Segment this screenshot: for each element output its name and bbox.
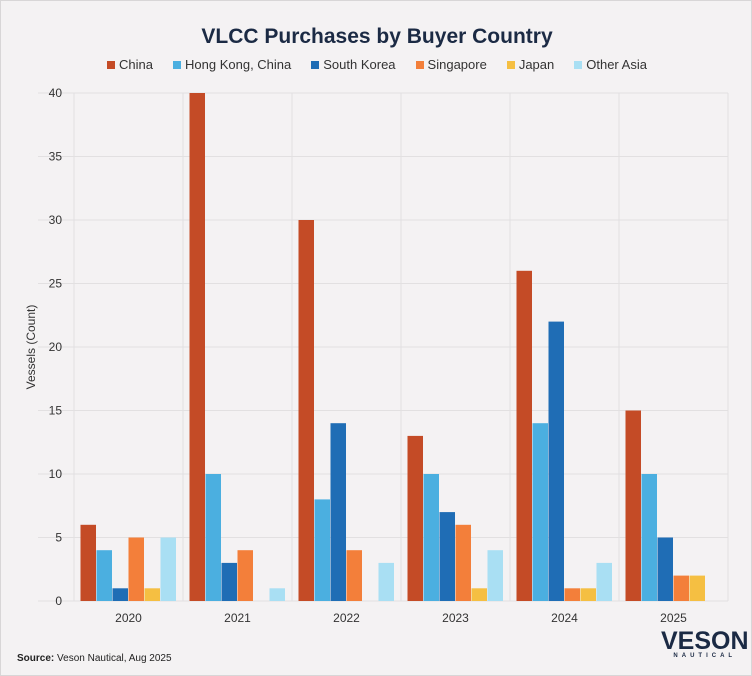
bar-singapore-2023 (455, 524, 471, 601)
y-tick-label: 30 (49, 213, 63, 227)
bar-hong-kong-china-2020 (96, 550, 112, 601)
veson-logo: VESON NAUTICAL (661, 627, 749, 660)
logo-main: VESON (661, 627, 749, 655)
legend-item: Other Asia (574, 57, 647, 72)
bar-japan-2020 (144, 588, 160, 601)
legend-swatch (415, 60, 424, 69)
bar-china-2025 (625, 410, 641, 601)
y-tick-label: 5 (55, 531, 62, 545)
bar-south-korea-2024 (548, 321, 564, 601)
bar-china-2020 (80, 524, 96, 601)
legend-item: Hong Kong, China (173, 57, 291, 72)
y-tick-label: 20 (49, 340, 63, 354)
bar-japan-2023 (471, 588, 487, 601)
bar-other-asia-2022 (378, 562, 394, 601)
source-text: Veson Nautical, Aug 2025 (57, 653, 172, 664)
legend-swatch (173, 60, 182, 69)
x-tick-label: 2024 (551, 611, 578, 625)
legend-swatch (574, 60, 583, 69)
bar-south-korea-2020 (112, 588, 128, 601)
y-tick-label: 0 (55, 594, 62, 608)
legend-label: Hong Kong, China (185, 57, 292, 72)
logo-sub: NAUTICAL (673, 653, 737, 659)
legend-label: Japan (518, 57, 555, 72)
legend-swatch (107, 60, 116, 69)
legend-item: Japan (506, 57, 555, 72)
legend-label: South Korea (323, 57, 396, 72)
legend-swatch (506, 60, 515, 69)
bar-singapore-2024 (564, 588, 580, 601)
bar-other-asia-2020 (160, 537, 176, 601)
bar-other-asia-2021 (269, 588, 285, 601)
y-tick-label: 25 (49, 277, 63, 291)
bar-japan-2025 (689, 575, 705, 601)
bar-south-korea-2021 (221, 562, 237, 601)
legend-item: Singapore (415, 57, 487, 72)
bar-china-2021 (189, 93, 205, 601)
y-tick-label: 35 (49, 150, 63, 164)
legend-item: South Korea (311, 57, 396, 72)
x-tick-label: 2021 (224, 611, 251, 625)
y-tick-label: 10 (49, 467, 63, 481)
x-tick-label: 2022 (333, 611, 360, 625)
y-axis-label: Vessels (Count) (24, 305, 38, 390)
bar-other-asia-2024 (596, 562, 612, 601)
bar-china-2024 (516, 270, 532, 601)
bar-singapore-2022 (346, 550, 362, 601)
chart-title: VLCC Purchases by Buyer Country (201, 25, 553, 48)
legend: China Hong Kong, China South Korea Singapor… (1, 57, 751, 72)
legend-swatch (311, 60, 320, 69)
bar-hong-kong-china-2021 (205, 474, 221, 601)
x-tick-label: 2025 (660, 611, 687, 625)
bar-china-2022 (298, 220, 314, 601)
bar-hong-kong-china-2025 (641, 474, 657, 601)
bar-south-korea-2022 (330, 423, 346, 601)
bar-china-2023 (407, 435, 423, 601)
legend-label: Other Asia (586, 57, 647, 72)
source-label: Source: (17, 653, 55, 664)
bar-hong-kong-china-2023 (423, 474, 439, 601)
x-tick-label: 2020 (115, 611, 142, 625)
y-tick-label: 15 (49, 404, 63, 418)
legend-label: China (119, 57, 154, 72)
legend-label: Singapore (427, 57, 487, 72)
bar-singapore-2021 (237, 550, 253, 601)
bar-hong-kong-china-2022 (314, 499, 330, 601)
legend-item: China (107, 57, 153, 72)
y-tick-label: 40 (49, 86, 63, 100)
bar-singapore-2025 (673, 575, 689, 601)
bar-singapore-2020 (128, 537, 144, 601)
bar-hong-kong-china-2024 (532, 423, 548, 601)
bar-other-asia-2023 (487, 550, 503, 601)
source-note: Source: Veson Nautical, Aug 2025 (17, 653, 172, 664)
bar-south-korea-2025 (657, 537, 673, 601)
bar-japan-2024 (580, 588, 596, 601)
bar-south-korea-2023 (439, 512, 455, 601)
x-tick-label: 2023 (442, 611, 469, 625)
